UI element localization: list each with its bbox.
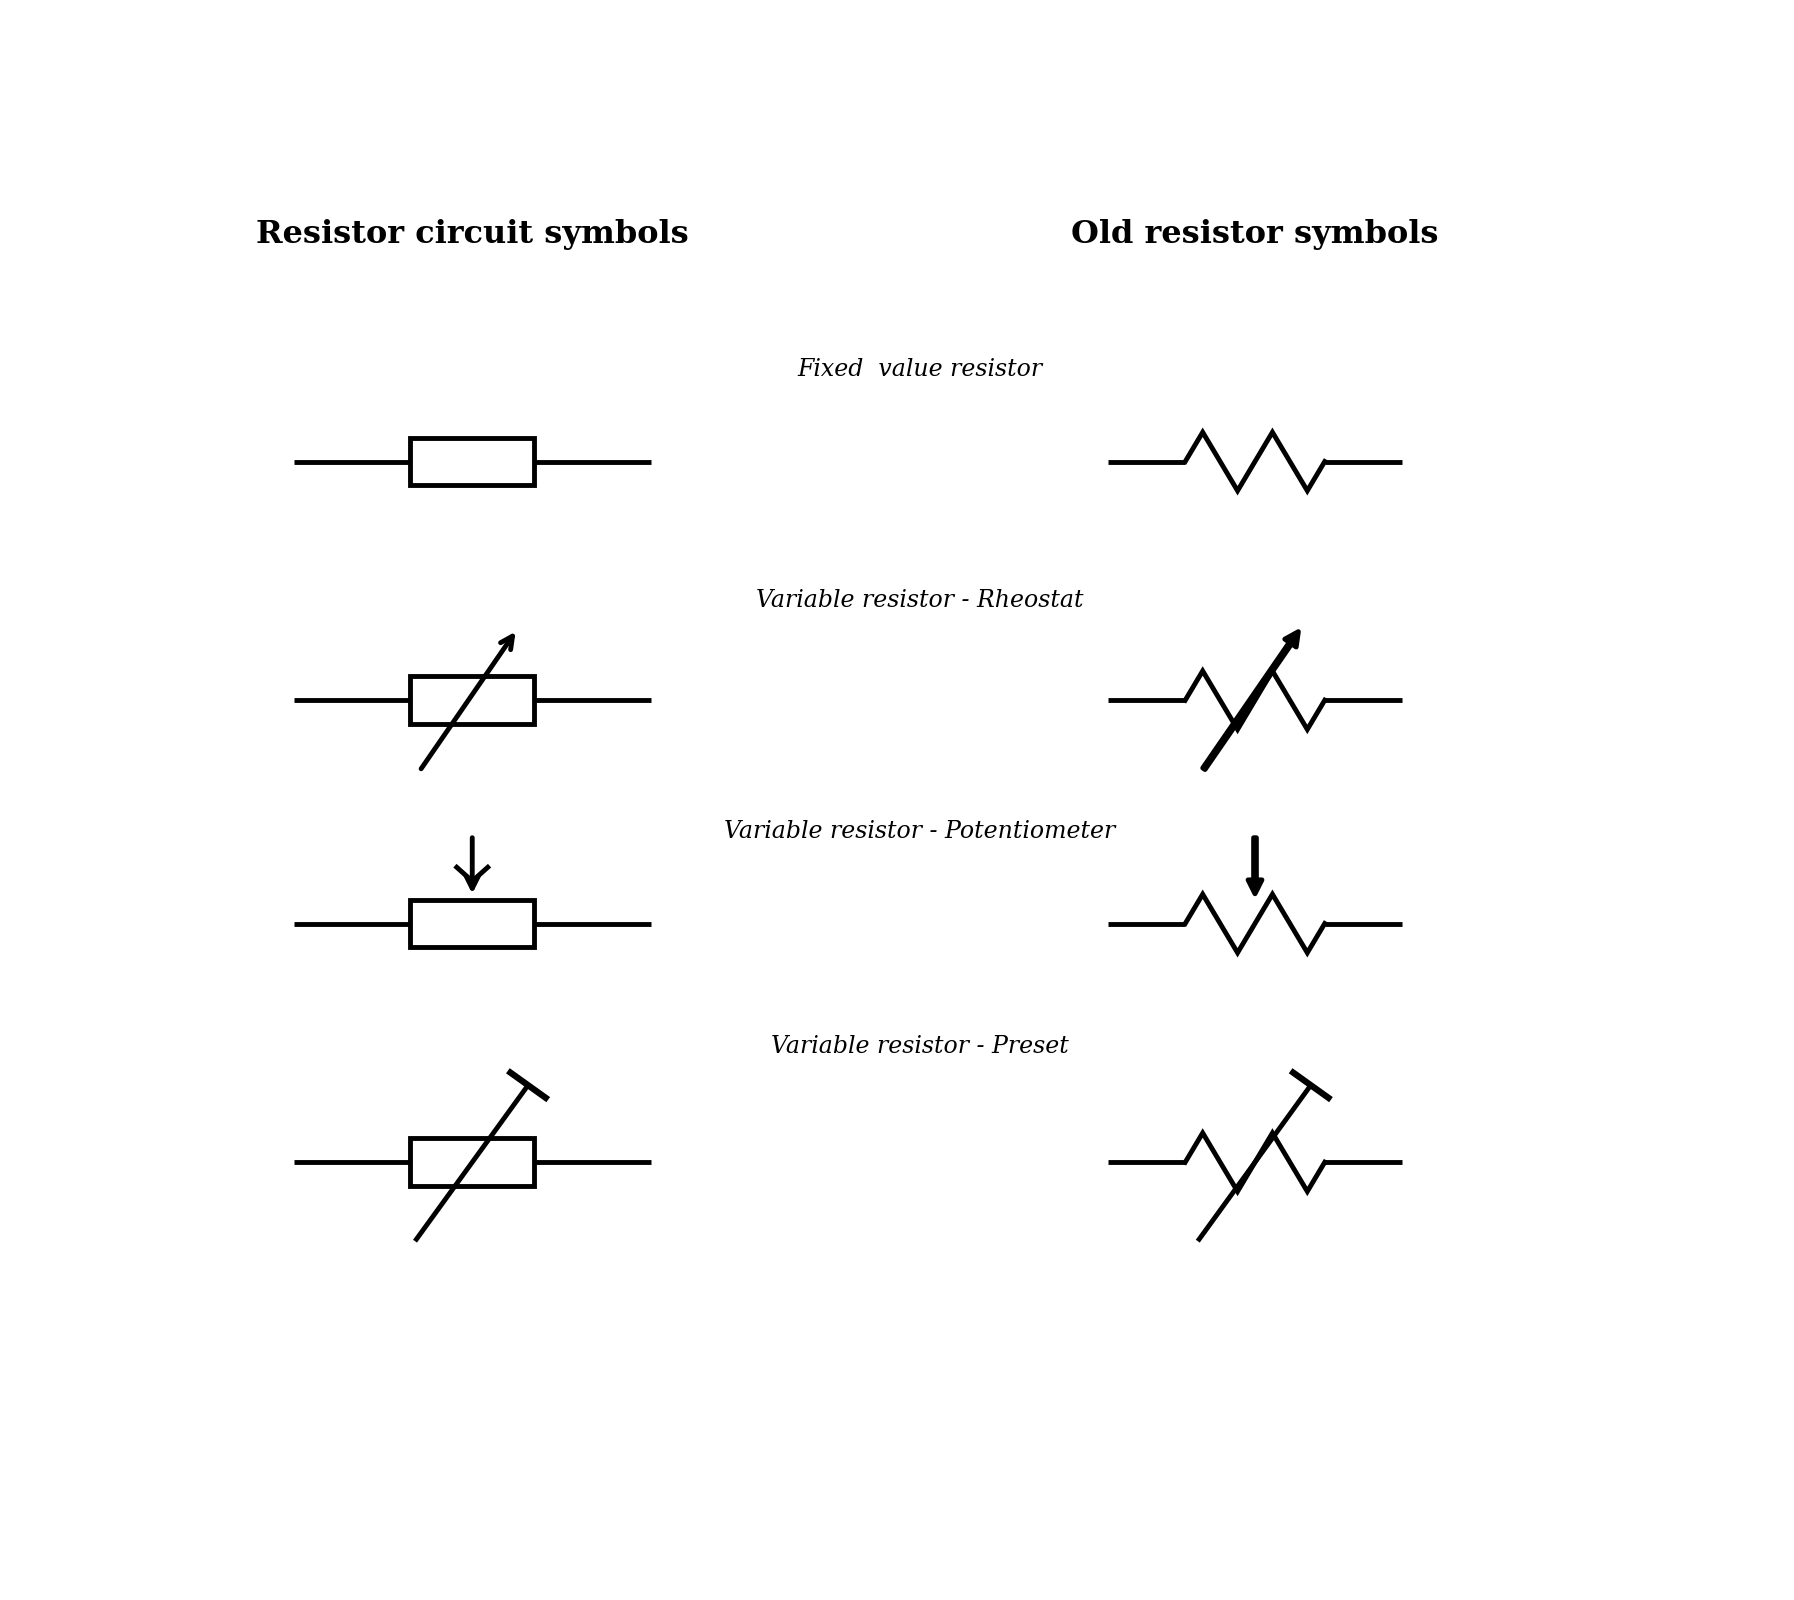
Bar — [411, 677, 535, 725]
Text: Variable resistor - Rheostat: Variable resistor - Rheostat — [755, 589, 1084, 611]
Text: Resistor circuit symbols: Resistor circuit symbols — [257, 219, 689, 250]
Text: Variable resistor - Preset: Variable resistor - Preset — [771, 1035, 1067, 1058]
Bar — [411, 899, 535, 947]
Bar — [411, 438, 535, 485]
Text: Old resistor symbols: Old resistor symbols — [1071, 219, 1439, 250]
FancyArrowPatch shape — [1249, 838, 1261, 894]
Text: Fixed  value resistor: Fixed value resistor — [797, 357, 1042, 381]
FancyArrowPatch shape — [1202, 632, 1299, 770]
Bar — [411, 1138, 535, 1186]
Text: Variable resistor - Potentiometer: Variable resistor - Potentiometer — [723, 819, 1116, 843]
